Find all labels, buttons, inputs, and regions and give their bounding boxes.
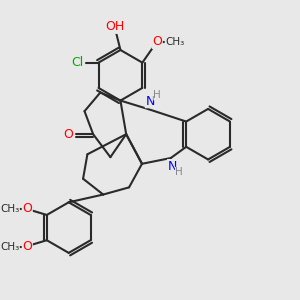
Text: O: O	[22, 240, 32, 253]
Text: O: O	[152, 35, 162, 48]
Text: OH: OH	[105, 20, 124, 33]
Text: CH₃: CH₃	[0, 204, 20, 214]
Text: N: N	[167, 160, 177, 172]
Text: CH₃: CH₃	[165, 37, 184, 47]
Text: CH₃: CH₃	[0, 242, 20, 252]
Text: Cl: Cl	[72, 56, 84, 69]
Text: N: N	[146, 94, 155, 108]
Text: H: H	[175, 167, 183, 177]
Text: O: O	[22, 202, 32, 215]
Text: O: O	[63, 128, 73, 141]
Text: H: H	[153, 90, 161, 100]
